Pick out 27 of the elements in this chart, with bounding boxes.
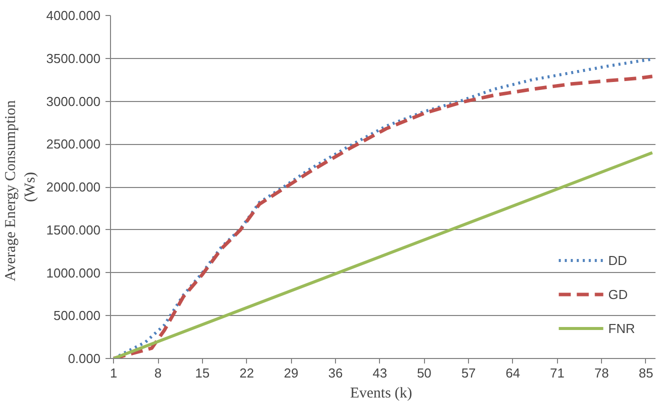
y-tick-label: 3000.000 xyxy=(46,94,101,109)
x-tick-label: 57 xyxy=(461,366,476,380)
x-tick-label: 85 xyxy=(638,366,654,380)
x-tick-label: 1 xyxy=(110,366,118,380)
y-tick-label: 1000.000 xyxy=(46,265,101,280)
x-tick-label: 50 xyxy=(416,366,432,380)
x-tick-label: 29 xyxy=(284,366,298,380)
x-tick-label: 78 xyxy=(594,366,609,380)
y-tick-label: 1500.000 xyxy=(46,222,101,238)
y-tick-label: 2500.000 xyxy=(46,136,101,152)
x-tick-label: 22 xyxy=(240,366,254,380)
y-tick-label: 4000.000 xyxy=(46,8,101,23)
legend-label: FNR xyxy=(608,320,635,336)
x-tick-label: 36 xyxy=(328,366,343,380)
x-tick-label: 43 xyxy=(372,366,388,380)
legend-label: DD xyxy=(608,252,628,268)
y-tick-label: 2000.000 xyxy=(46,180,101,194)
x-tick-label: 8 xyxy=(154,366,162,380)
x-tick-label: 71 xyxy=(550,366,565,380)
x-axis-title: Events (k) xyxy=(350,386,412,402)
legend-label: GD xyxy=(608,286,628,302)
y-tick-label: 500.000 xyxy=(54,308,101,324)
y-tick-label: 3500.000 xyxy=(46,50,101,66)
x-tick-label: 15 xyxy=(195,366,210,380)
y-axis-title: Average Energy Consumption (Ws) xyxy=(3,100,38,282)
y-tick-label: 0.000 xyxy=(68,351,101,366)
x-tick-label: 64 xyxy=(506,366,520,380)
